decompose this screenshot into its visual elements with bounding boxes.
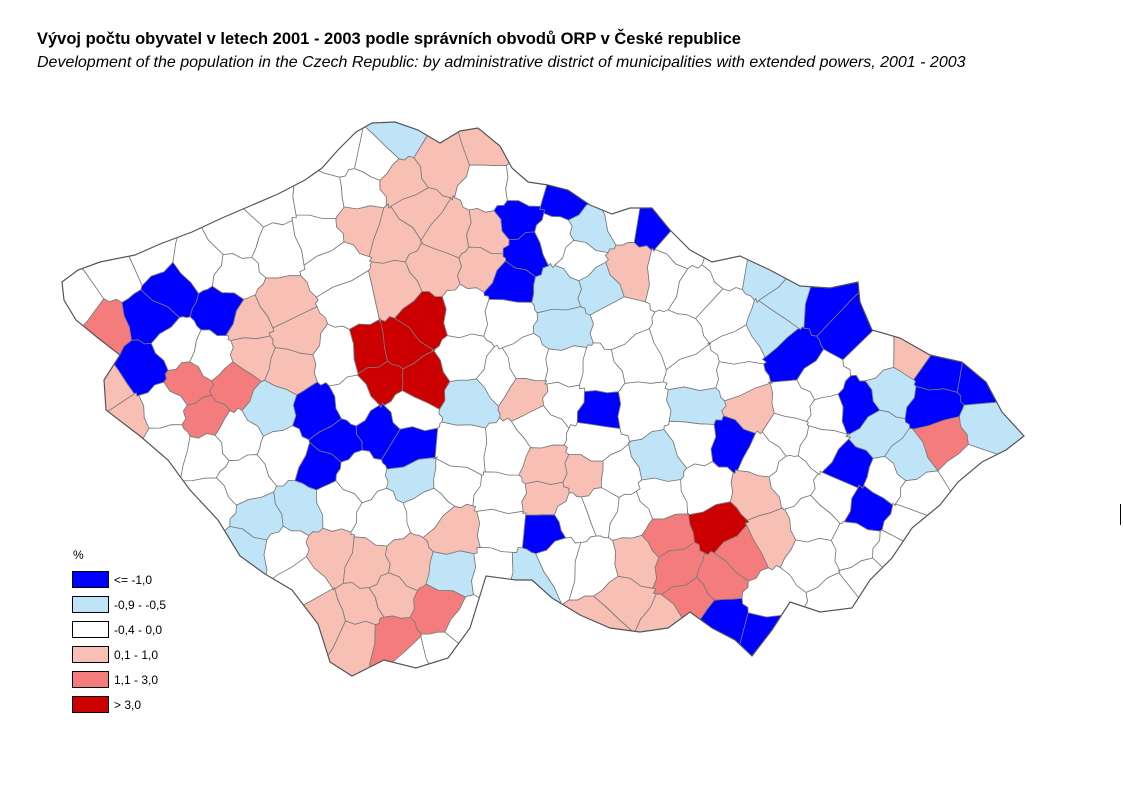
district-region [441, 283, 490, 339]
legend-label: 0,1 - 1,0 [114, 647, 159, 662]
district-region [383, 390, 443, 432]
district-region [402, 350, 451, 410]
district-region [608, 491, 653, 541]
district-region [444, 594, 537, 676]
district-region [390, 187, 452, 241]
legend-swatch [72, 646, 109, 663]
legend-swatch [72, 621, 109, 638]
legend-label: -0,4 - 0,0 [114, 622, 163, 637]
district-region [937, 444, 1024, 631]
district-region [863, 455, 907, 506]
district-region [802, 572, 949, 676]
legend-item-1-1-to-3: 1,1 - 3,0 [72, 670, 166, 689]
legend-label: > 3,0 [114, 697, 142, 712]
district-region [264, 347, 318, 396]
edge-mark [1120, 504, 1121, 525]
district-region [422, 504, 481, 555]
district-region [181, 587, 346, 676]
legend-item-le-minus-1: <= -1,0 [72, 570, 166, 589]
district-region [308, 418, 363, 463]
district-region [483, 299, 538, 350]
district-region [713, 524, 769, 582]
district-region [179, 433, 230, 482]
district-region [402, 487, 455, 538]
district-region [476, 508, 527, 554]
district-region [189, 285, 245, 336]
legend: % <= -1,0 -0,9 - -0,5 -0,4 - 0,0 0,1 - 1… [72, 548, 166, 720]
district-region [535, 537, 582, 605]
district-region [762, 326, 824, 383]
district-region [893, 122, 1024, 381]
district-region [633, 122, 770, 252]
district-region [62, 218, 105, 368]
district-region [838, 557, 1016, 676]
district-region [247, 122, 364, 178]
legend-item-minus-0-4-to-0: -0,4 - 0,0 [72, 620, 166, 639]
district-region [62, 122, 143, 303]
country-border [61, 121, 1025, 677]
district-region [457, 246, 506, 293]
legend-item-0-1-to-1: 0,1 - 1,0 [72, 645, 166, 664]
district-region [384, 456, 438, 504]
district-region [379, 316, 436, 370]
district-region [501, 333, 549, 381]
district-region [956, 122, 1024, 406]
legend-label: <= -1,0 [114, 572, 153, 587]
district-region [881, 502, 1024, 628]
district-region [803, 122, 1003, 337]
district-region [577, 261, 625, 316]
district-region [864, 367, 917, 419]
legend-title: % [73, 548, 84, 562]
district-region [576, 390, 621, 429]
district-region [579, 342, 626, 394]
district-region [544, 345, 588, 388]
map-subtitle: Development of the population in the Cze… [37, 54, 966, 71]
district-region [872, 529, 1024, 676]
district-region [493, 200, 545, 240]
district-region [666, 386, 727, 425]
district-region [420, 631, 538, 676]
legend-swatch [72, 671, 109, 688]
district-region [654, 151, 741, 270]
district-region [88, 424, 191, 544]
district-region [742, 122, 909, 303]
district-region [147, 122, 297, 228]
map-title: Vývoj počtu obyvatel v letech 2001 - 200… [37, 30, 741, 48]
districts-layer [62, 122, 1024, 676]
district-region [605, 242, 652, 303]
legend-swatch [72, 571, 109, 588]
legend-item-minus-0-9-to-minus-0-5: -0,9 - -0,5 [72, 595, 166, 614]
legend-item-gt-3: > 3,0 [72, 695, 166, 714]
district-region [299, 241, 373, 298]
district-region [797, 425, 851, 476]
legend-swatch [72, 696, 109, 713]
legend-label: 1,1 - 3,0 [114, 672, 159, 687]
legend-label: -0,9 - -0,5 [114, 597, 167, 612]
district-region [518, 444, 570, 485]
district-region [138, 381, 188, 429]
district-region [446, 122, 578, 166]
legend-swatch [72, 596, 109, 613]
district-region [554, 492, 597, 544]
district-region [334, 582, 385, 625]
